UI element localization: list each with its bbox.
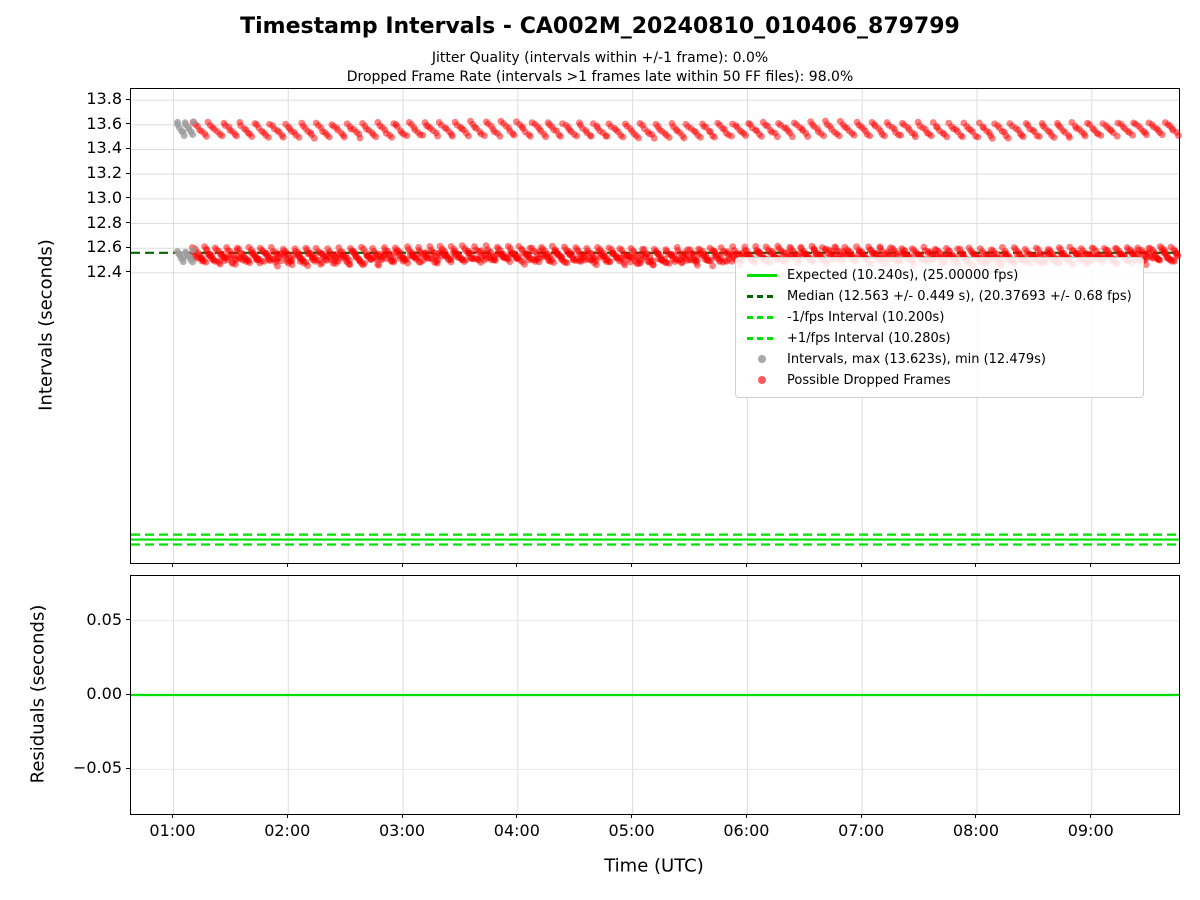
tick-mark xyxy=(631,814,633,818)
residuals-canvas xyxy=(131,576,1179,814)
tick-mark xyxy=(126,271,130,273)
intervals-dot-icon xyxy=(747,353,777,365)
chart-title: Timestamp Intervals - CA002M_20240810_01… xyxy=(240,14,960,39)
y-axis-label-intervals: Intervals (seconds) xyxy=(35,239,57,411)
intervals-canvas xyxy=(131,89,1182,563)
tick-mark xyxy=(631,563,633,567)
tick-mark xyxy=(126,619,130,621)
y-tick-label: 13.4 xyxy=(86,138,122,158)
tick-mark xyxy=(126,767,130,769)
legend-label: Expected (10.240s), (25.00000 fps) xyxy=(787,267,1019,283)
legend-label: Possible Dropped Frames xyxy=(787,372,951,388)
tick-mark xyxy=(745,563,747,567)
y-tick-label: 13.8 xyxy=(86,89,122,109)
x-tick-label: 09:00 xyxy=(1067,821,1114,840)
tick-mark xyxy=(126,246,130,248)
y-tick-label: 12.4 xyxy=(86,261,122,281)
x-tick-label: 03:00 xyxy=(378,821,426,840)
x-tick-label: 05:00 xyxy=(608,821,655,840)
tick-mark xyxy=(286,814,288,818)
legend-item-plus-1fps: +1/fps Interval (10.280s) xyxy=(747,329,1132,347)
x-tick-label: 02:00 xyxy=(264,821,311,840)
tick-mark xyxy=(126,123,130,125)
x-tick-label: 01:00 xyxy=(149,821,196,840)
legend-item-expected: Expected (10.240s), (25.00000 fps) xyxy=(747,266,1132,284)
tick-mark xyxy=(1090,814,1092,818)
minus-1fps-line-icon xyxy=(747,311,777,323)
x-tick-label: 04:00 xyxy=(493,821,540,840)
tick-mark xyxy=(126,172,130,174)
tick-mark xyxy=(1090,563,1092,567)
y-tick-label: 0.00 xyxy=(86,684,122,703)
tick-mark xyxy=(286,563,288,567)
tick-mark xyxy=(171,563,173,567)
legend-item-minus-1fps: -1/fps Interval (10.200s) xyxy=(747,308,1132,326)
subtitle-dropped-frame-rate: Dropped Frame Rate (intervals >1 frames … xyxy=(346,69,854,85)
legend-item-median: Median (12.563 +/- 0.449 s), (20.37693 +… xyxy=(747,287,1132,305)
y-tick-label: 13.6 xyxy=(86,113,122,133)
median-line-icon xyxy=(747,290,777,302)
y-tick-label: 13.2 xyxy=(86,163,122,183)
y-tick-label: 0.05 xyxy=(86,609,122,629)
y-tick-label: 12.8 xyxy=(86,212,122,232)
tick-mark xyxy=(860,563,862,567)
tick-mark xyxy=(126,147,130,149)
legend-item-intervals: Intervals, max (13.623s), min (12.479s) xyxy=(747,350,1132,368)
legend-label: Intervals, max (13.623s), min (12.479s) xyxy=(787,351,1046,367)
y-axis-label-residuals: Residuals (seconds) xyxy=(27,604,49,784)
x-tick-label: 08:00 xyxy=(952,821,1000,840)
tick-mark xyxy=(975,563,977,567)
tick-mark xyxy=(126,222,130,224)
legend-label: -1/fps Interval (10.200s) xyxy=(787,309,945,325)
x-axis-label-time: Time (UTC) xyxy=(604,855,704,877)
tick-mark xyxy=(516,814,518,818)
legend-label: +1/fps Interval (10.280s) xyxy=(787,330,951,346)
tick-mark xyxy=(516,563,518,567)
tick-mark xyxy=(860,814,862,818)
x-tick-label: 07:00 xyxy=(838,821,885,840)
residuals-plot-area xyxy=(130,575,1180,815)
y-tick-label: −0.05 xyxy=(72,758,122,778)
tick-mark xyxy=(745,814,747,818)
y-tick-label: 12.6 xyxy=(86,237,122,257)
tick-mark xyxy=(975,814,977,818)
y-tick-label: 13.0 xyxy=(86,187,122,207)
legend: Expected (10.240s), (25.00000 fps) Media… xyxy=(735,257,1144,398)
tick-mark xyxy=(401,814,403,818)
dropped-frames-dot-icon xyxy=(747,374,777,386)
plus-1fps-line-icon xyxy=(747,332,777,344)
tick-mark xyxy=(126,693,130,695)
tick-mark xyxy=(126,197,130,199)
tick-mark xyxy=(401,563,403,567)
legend-label: Median (12.563 +/- 0.449 s), (20.37693 +… xyxy=(787,288,1132,304)
expected-line-icon xyxy=(747,269,777,281)
tick-mark xyxy=(171,814,173,818)
subtitle-jitter-quality: Jitter Quality (intervals within +/-1 fr… xyxy=(431,50,769,66)
tick-mark xyxy=(126,98,130,100)
x-tick-label: 06:00 xyxy=(723,821,770,840)
legend-item-dropped-frames: Possible Dropped Frames xyxy=(747,371,1132,389)
